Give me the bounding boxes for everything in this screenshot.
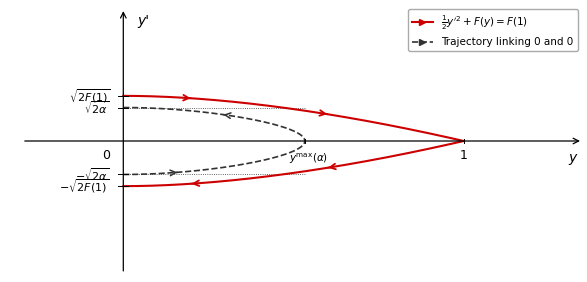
Text: y: y xyxy=(568,151,577,165)
Text: $\sqrt{2F(1)}$: $\sqrt{2F(1)}$ xyxy=(69,87,110,105)
Text: $-\sqrt{2F(1)}$: $-\sqrt{2F(1)}$ xyxy=(59,177,110,195)
Text: $\sqrt{2\alpha}$: $\sqrt{2\alpha}$ xyxy=(85,99,110,116)
Text: 0: 0 xyxy=(102,149,110,162)
Text: $-\sqrt{2\alpha}$: $-\sqrt{2\alpha}$ xyxy=(75,166,110,183)
Text: y': y' xyxy=(137,14,149,28)
Text: 1: 1 xyxy=(460,149,468,162)
Legend: $\frac{1}{2}y^{\prime 2} + F(y) = F(1)$, Trajectory linking 0 and 0: $\frac{1}{2}y^{\prime 2} + F(y) = F(1)$,… xyxy=(408,9,578,51)
Text: $y^{\max}(\alpha)$: $y^{\max}(\alpha)$ xyxy=(289,151,328,166)
